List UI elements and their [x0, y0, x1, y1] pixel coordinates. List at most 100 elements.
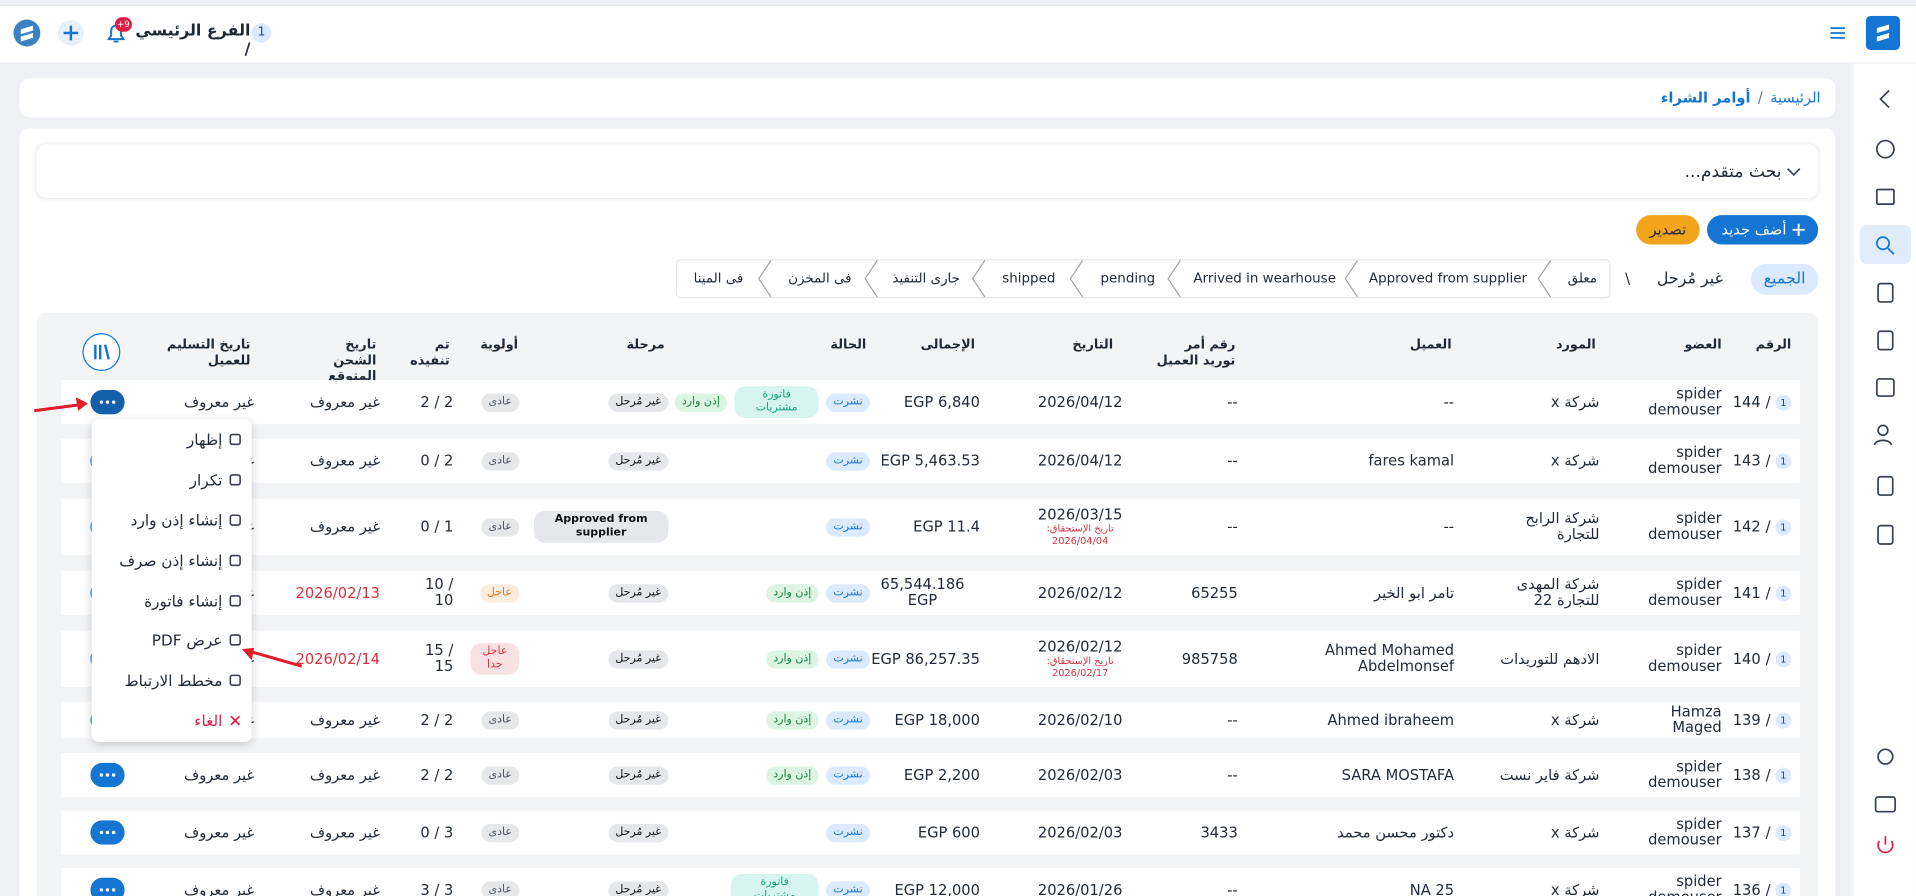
due-label: تاريخ الإستحقاق: [1047, 653, 1114, 666]
order-number-text: 144 [1733, 394, 1761, 410]
status-tag: نشرت [826, 584, 870, 602]
status-tag: فاتورة مشتريات [731, 874, 819, 896]
member: spider demouser [1634, 571, 1722, 615]
column-header: أولوية [457, 337, 518, 353]
date: 2026/04/12 [1038, 454, 1123, 469]
stage: غير مُرحل [534, 571, 668, 615]
priority-tag: عادى [481, 881, 519, 896]
client: NA 25 [1320, 868, 1454, 896]
status: نشرت [674, 499, 870, 555]
order-number-text: 137 [1733, 825, 1761, 841]
done: 2 / 2 [404, 380, 453, 424]
order-number: 1/138 [1718, 753, 1791, 797]
menu-item[interactable]: الغاء [194, 709, 242, 731]
branch-badge: 1 [1775, 519, 1791, 535]
priority-tag: عاجل جدا [470, 643, 519, 675]
client-po: -- [1164, 868, 1237, 896]
status-tag: نشرت [826, 452, 870, 470]
date-cell: 2026/04/12 [1019, 380, 1141, 424]
branch-badge: 1 [1775, 712, 1791, 728]
supplier: الادهم للتوريدات [1489, 631, 1599, 687]
status: نشرت [674, 439, 870, 483]
order-number: 1/141 [1718, 571, 1791, 615]
total: EGP 86,257.35 [865, 631, 980, 687]
order-number: 1/137 [1718, 810, 1791, 854]
member: Hamza Maged [1634, 702, 1722, 739]
client-po: -- [1164, 753, 1237, 797]
status-tag: نشرت [826, 711, 870, 729]
row-actions[interactable] [90, 878, 124, 896]
column-header: العضو [1648, 337, 1721, 353]
ship-date: غير معروف [294, 753, 380, 797]
date-cell: 2026/01/26 [1019, 868, 1141, 896]
member: spider demouser [1634, 810, 1722, 854]
total: EGP 600 [865, 810, 980, 854]
order-number-text: 136 [1733, 882, 1761, 896]
date: 2026/02/12 [1038, 586, 1123, 601]
status-tag: نشرت [826, 518, 870, 536]
number-separator: / [1766, 767, 1771, 783]
stage-tag: غير مُرحل [608, 393, 668, 411]
priority-tag: عادى [481, 393, 519, 411]
date: 2026/01/26 [1038, 883, 1123, 896]
ship-date: غير معروف [294, 702, 380, 739]
delivery-date: غير معروف [169, 868, 255, 896]
number-separator: / [1766, 394, 1771, 410]
total: EGP 12,000 [865, 868, 980, 896]
client: Ahmed ibraheem [1320, 702, 1454, 739]
total: EGP 5,463.53 [865, 439, 980, 483]
stage: غير مُرحل [534, 868, 668, 896]
priority-tag: عادى [481, 766, 519, 784]
order-number: 1/ 144 [1718, 380, 1791, 424]
annotation-arrows [0, 0, 318, 685]
member: spider demouser [1634, 439, 1722, 483]
status-tag: إذن وارد [674, 393, 727, 411]
status: نشرتإذن وارد [674, 753, 870, 797]
branch-badge: 1 [1775, 585, 1791, 601]
order-number-text: 141 [1733, 585, 1761, 601]
order-number-text: 138 [1733, 767, 1761, 783]
column-header: تم تنفيذه [401, 337, 450, 369]
done: 10 / 10 [404, 571, 453, 615]
client: -- [1320, 499, 1454, 555]
client: SARA MOSTAFA [1320, 753, 1454, 797]
stage: غير مُرحل [534, 439, 668, 483]
order-number: 1/143 [1718, 439, 1791, 483]
client-po: -- [1164, 380, 1237, 424]
menu-icon [228, 713, 241, 726]
supplier: شركة فاير نست [1489, 753, 1599, 797]
stage-tag: غير مُرحل [608, 584, 668, 602]
order-number-text: 142 [1733, 519, 1761, 535]
stage-tag: غير مُرحل [608, 881, 668, 896]
total: EGP 2,200 [865, 753, 980, 797]
column-header: مرحلة [604, 337, 665, 353]
stage-tag: Approved from supplier [534, 511, 668, 543]
priority-tag: عادى [481, 452, 519, 470]
done: 3 / 3 [404, 868, 453, 896]
row-actions[interactable] [90, 820, 124, 844]
priority-tag: عادى [481, 518, 519, 536]
client-po: 3433 [1164, 810, 1237, 854]
row-actions[interactable] [90, 763, 124, 787]
branch-badge: 1 [1775, 394, 1791, 410]
status-tag: فاتورة مشتريات [735, 386, 819, 418]
client: دكتور محسن محمد [1320, 810, 1454, 854]
column-header: الحالة [793, 337, 866, 353]
priority: عاجل [470, 571, 519, 615]
priority: عادى [470, 753, 519, 797]
priority: عادى [470, 702, 519, 739]
column-header: العميل [1354, 337, 1452, 353]
date: 2026/02/12 [1038, 639, 1123, 654]
stage: غير مُرحل [534, 380, 668, 424]
client-po: -- [1164, 439, 1237, 483]
stage: غير مُرحل [534, 631, 668, 687]
order-number: 1/142 [1718, 499, 1791, 555]
member: spider demouser [1634, 868, 1722, 896]
column-header: الرقم [1742, 337, 1791, 353]
status-tag: نشرت [826, 823, 870, 841]
branch-badge: 1 [1775, 825, 1791, 841]
priority: عادى [470, 499, 519, 555]
status: نشرتإذن وارد [674, 702, 870, 739]
status-tag: نشرت [826, 881, 870, 896]
